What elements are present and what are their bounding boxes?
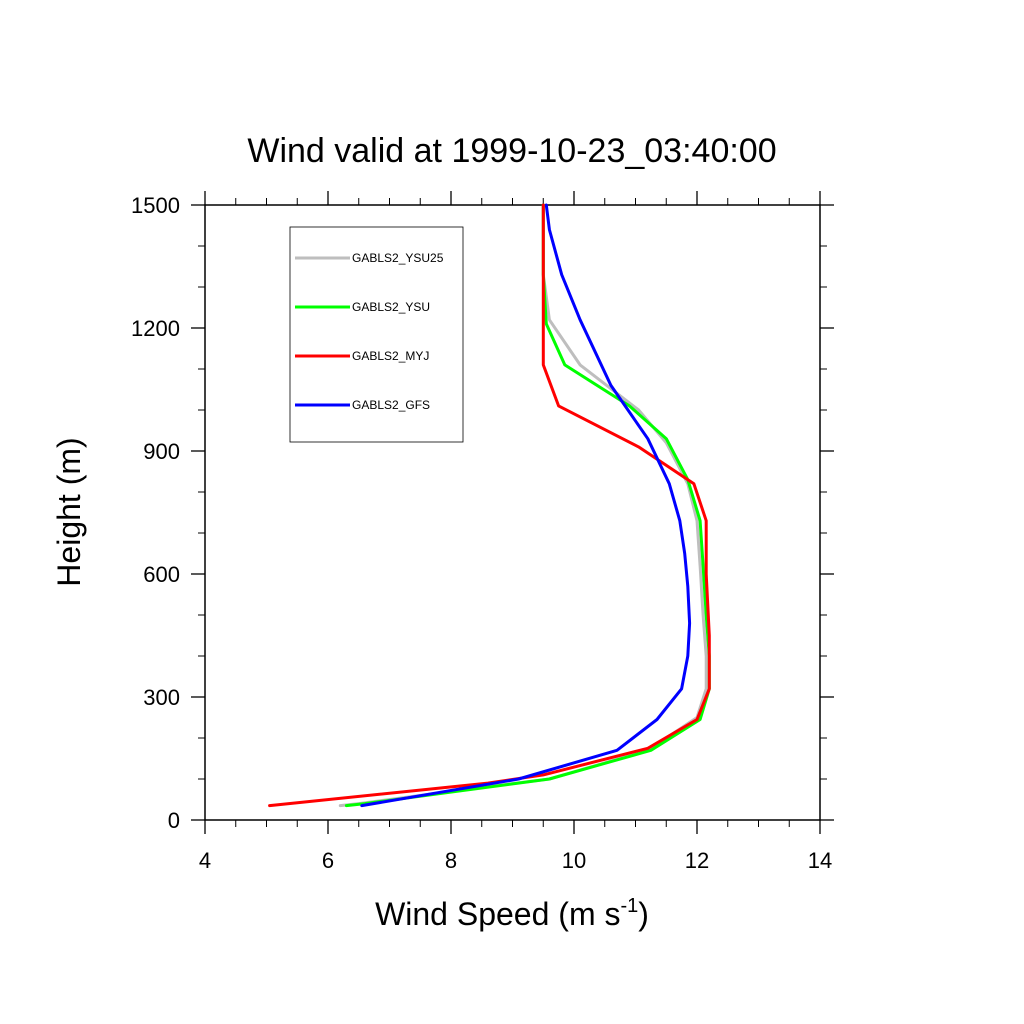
y-tick-label: 900 [143,439,180,464]
x-axis-title: Wind Speed (m s-1) [375,895,649,932]
y-axis-title: Height (m) [51,437,87,586]
x-tick-label: 10 [562,848,586,873]
y-tick-label: 1200 [131,316,180,341]
x-tick-label: 6 [322,848,334,873]
x-tick-label: 4 [199,848,211,873]
x-axis-title-main: Wind Speed (m s [375,896,620,932]
legend-label: GABLS2_YSU25 [352,251,444,265]
series-line-gabls2-gfs [360,203,692,808]
x-axis-title-suffix: ) [638,896,649,932]
chart-title: Wind valid at 1999-10-23_03:40:00 [247,132,776,170]
x-tick-label: 12 [685,848,709,873]
legend-label: GABLS2_YSU [352,300,430,314]
x-axis-title-superscript: -1 [620,895,638,917]
x-tick-label: 14 [808,848,832,873]
legend-box [289,226,464,443]
legend-label: GABLS2_GFS [352,398,430,412]
y-tick-label: 300 [143,685,180,710]
legend-label: GABLS2_MYJ [352,349,429,363]
series-line-gabls2-ysu [344,203,711,808]
y-tick-label: 0 [168,808,180,833]
y-tick-label: 600 [143,562,180,587]
x-tick-label: 8 [445,848,457,873]
y-tick-label: 1500 [131,193,180,218]
series-line-gabls2-myj [268,203,711,808]
